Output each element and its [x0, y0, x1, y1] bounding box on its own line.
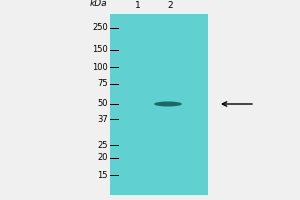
Text: 25: 25 — [98, 140, 108, 150]
Text: 2: 2 — [167, 1, 173, 10]
Text: 75: 75 — [98, 79, 108, 88]
Text: kDa: kDa — [89, 0, 107, 8]
Ellipse shape — [154, 102, 182, 106]
Text: 37: 37 — [97, 114, 108, 123]
Text: 20: 20 — [98, 154, 108, 162]
Text: 50: 50 — [98, 99, 108, 108]
Bar — [110, 14, 208, 195]
Text: 100: 100 — [92, 62, 108, 72]
Text: 1: 1 — [135, 1, 141, 10]
Text: 15: 15 — [98, 170, 108, 180]
Text: 150: 150 — [92, 46, 108, 54]
Text: 250: 250 — [92, 23, 108, 32]
